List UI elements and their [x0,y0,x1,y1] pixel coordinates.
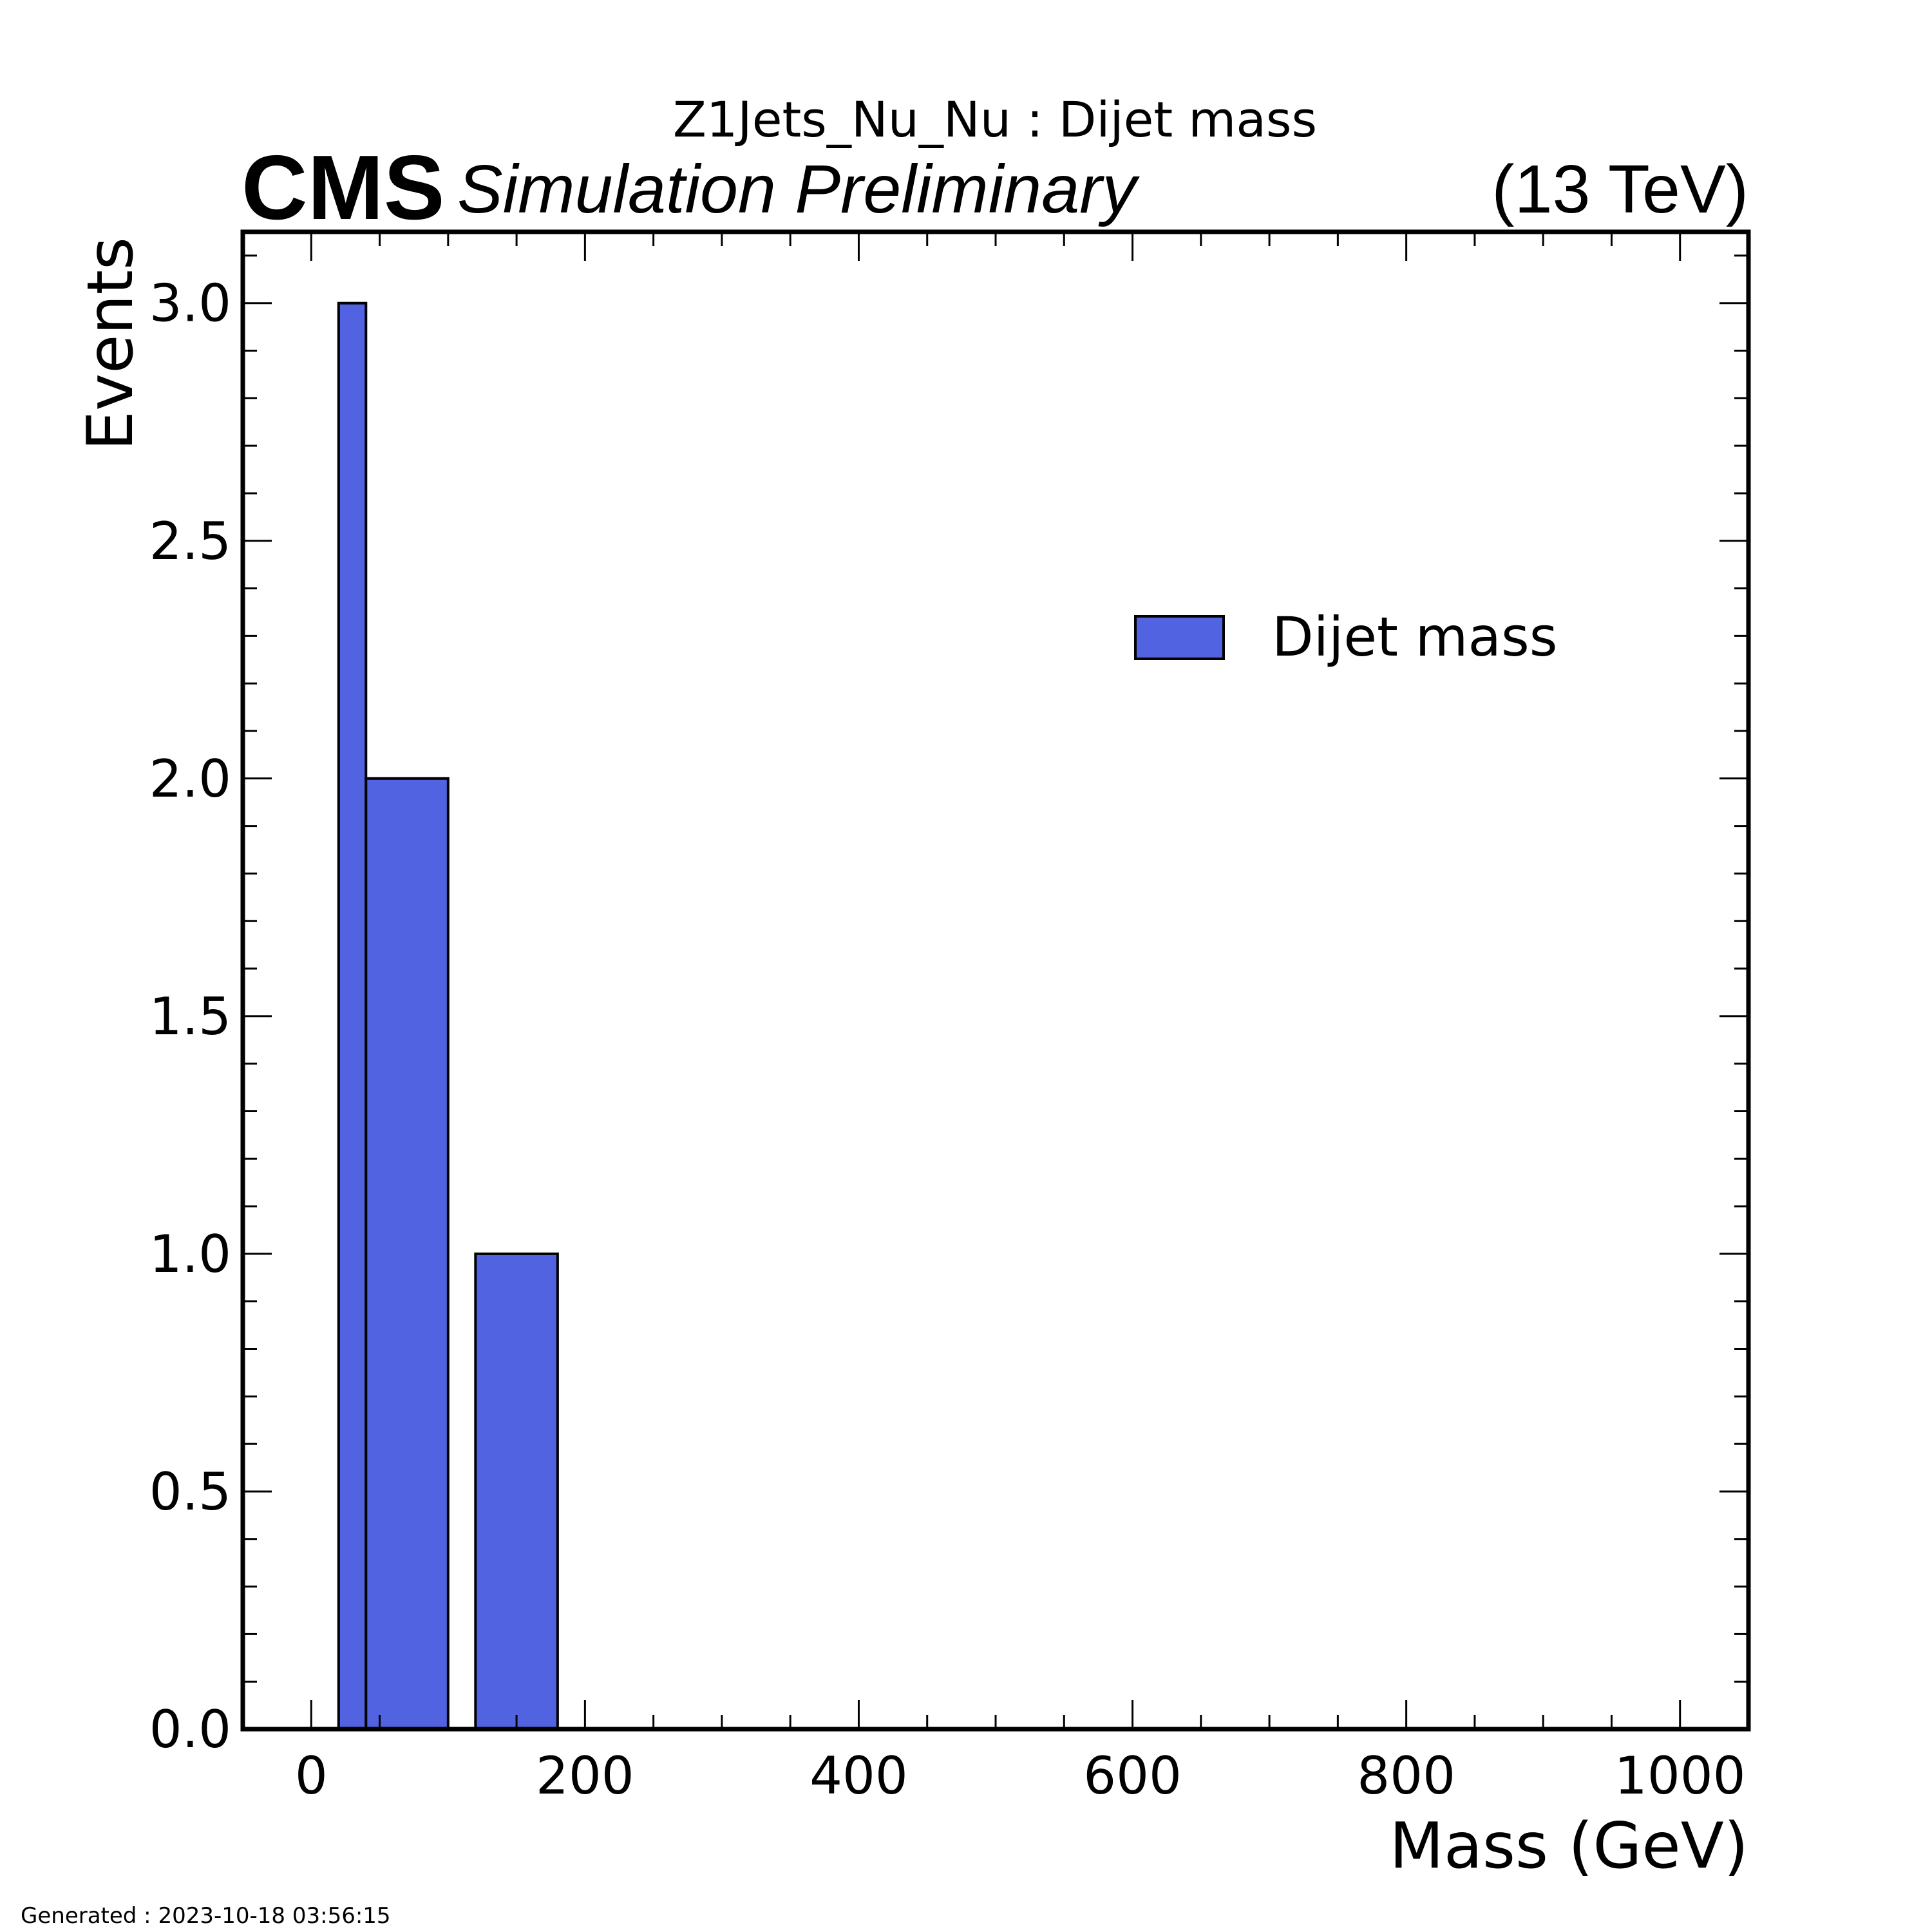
y-tick-label: 1.5 [149,987,231,1046]
histogram-bars [337,301,559,1730]
x-tick-label: 400 [810,1746,908,1806]
x-tick-label: 800 [1357,1746,1455,1806]
axis-tick-labels: 0 200 400 600 800 1000 0.0 0.5 1.0 1.5 2.0 2.5 3.0 [149,274,1746,1806]
generated-timestamp: Generated : 2023-10-18 03:56:15 [21,1903,391,1929]
y-tick-label: 3.0 [149,274,231,334]
x-tick-label: 600 [1083,1746,1182,1806]
x-tick-label: 200 [536,1746,634,1806]
x-tick-label: 0 [295,1746,328,1806]
y-axis-label: Events [74,237,147,451]
axis-ticks [243,232,1748,1730]
plot-frame [240,229,1751,1732]
y-tick-label: 1.0 [149,1224,231,1284]
experiment-label: CMS [242,137,445,239]
legend: Dijet mass [1134,605,1558,668]
x-tick-label: 1000 [1615,1746,1746,1806]
legend-label: Dijet mass [1272,605,1558,668]
histogram-bar-0 [337,301,368,1730]
y-tick-label: 2.0 [149,749,231,809]
chart-title: Z1Jets_Nu_Nu : Dijet mass [673,91,1317,148]
legend-swatch [1134,615,1225,660]
x-axis-label: Mass (GeV) [1389,1810,1748,1883]
status-label: Simulation Preliminary [457,151,1140,227]
energy-label: (13 TeV) [1492,151,1748,227]
y-tick-label: 0.5 [149,1462,231,1522]
y-tick-label: 2.5 [149,511,231,571]
y-tick-label: 0.0 [149,1700,231,1759]
histogram-bar-1 [365,777,450,1730]
histogram-bar-2 [474,1252,559,1730]
